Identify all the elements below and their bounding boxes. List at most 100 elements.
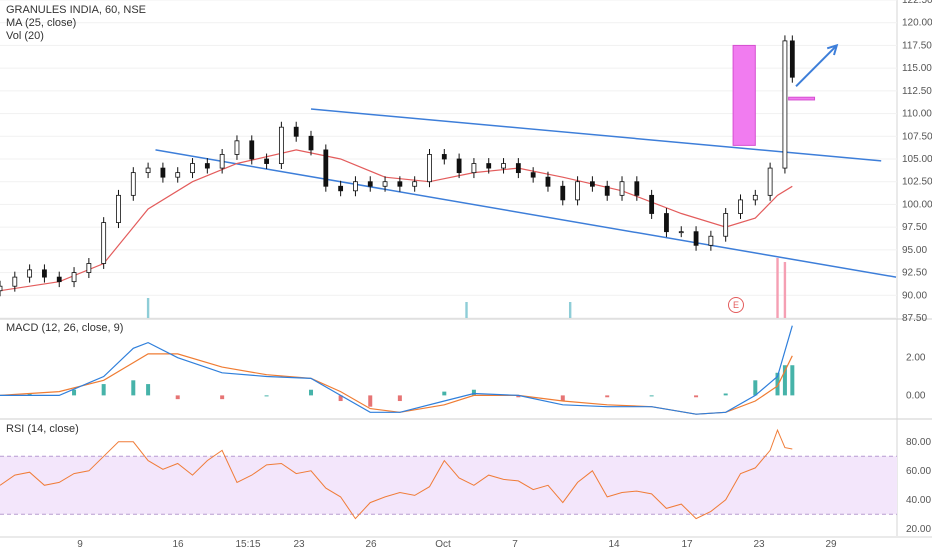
macd-histogram-bar bbox=[649, 395, 654, 397]
candle-body bbox=[116, 194, 121, 223]
candle-body bbox=[530, 172, 536, 178]
volume-bar bbox=[146, 298, 150, 318]
price-tick-label: 107.50 bbox=[902, 131, 932, 142]
macd-histogram-bar bbox=[753, 380, 758, 396]
candle-body bbox=[42, 269, 47, 278]
candle-body bbox=[649, 194, 655, 214]
macd-histogram-bar bbox=[131, 380, 136, 396]
price-tick-label: 95.00 bbox=[902, 245, 927, 256]
price-tick-label: 100.00 bbox=[902, 199, 932, 210]
price-tick-label: 102.50 bbox=[902, 177, 932, 188]
macd-histogram-bar bbox=[723, 393, 728, 396]
time-tick-label: 26 bbox=[365, 539, 377, 550]
macd-histogram-bar bbox=[264, 395, 269, 397]
time-tick-label: 15:15 bbox=[235, 539, 260, 550]
price-tick-label: 110.00 bbox=[902, 109, 932, 120]
candle-body bbox=[56, 276, 62, 283]
macd-histogram-bar bbox=[790, 365, 795, 396]
candle-body bbox=[708, 235, 714, 246]
time-tick-label: 9 bbox=[77, 539, 83, 550]
candle-body bbox=[0, 285, 3, 292]
volume-legend: Vol (20) bbox=[6, 30, 44, 42]
macd-histogram-bar bbox=[220, 395, 225, 400]
price-tick-label: 120.00 bbox=[902, 18, 932, 29]
macd-tick-label: 0.00 bbox=[906, 390, 926, 401]
candle-body bbox=[456, 158, 462, 174]
candle-body bbox=[338, 185, 344, 192]
candle-body bbox=[723, 213, 729, 237]
candle-body bbox=[441, 154, 447, 160]
price-tick-label: 117.50 bbox=[902, 40, 932, 51]
highlight-box bbox=[732, 44, 756, 146]
macd-histogram-bar bbox=[27, 393, 32, 396]
candle-body bbox=[471, 163, 477, 174]
candle-body bbox=[412, 181, 418, 187]
candle-body bbox=[501, 163, 506, 169]
volume-bar bbox=[783, 262, 787, 318]
price-tick-label: 87.50 bbox=[902, 313, 927, 324]
time-tick-label: 29 bbox=[825, 539, 837, 550]
price-tick-label: 105.00 bbox=[902, 154, 932, 165]
candle-body bbox=[101, 222, 107, 264]
candle-body bbox=[190, 163, 195, 174]
macd-histogram-bar bbox=[442, 391, 447, 396]
candle-body bbox=[130, 172, 136, 196]
macd-histogram-bar bbox=[175, 395, 180, 400]
rsi-tick-label: 20.00 bbox=[906, 524, 931, 535]
candle-body bbox=[738, 199, 743, 214]
macd-histogram-bar bbox=[146, 384, 151, 396]
candle-body bbox=[560, 185, 566, 201]
macd-legend: MACD (12, 26, close, 9) bbox=[6, 322, 124, 334]
macd-histogram-bar bbox=[782, 365, 787, 396]
macd-histogram-bar bbox=[397, 395, 402, 402]
candle-body bbox=[427, 154, 432, 183]
macd-histogram-bar bbox=[471, 389, 476, 396]
price-tick-label: 122.50 bbox=[902, 0, 932, 6]
candle-body bbox=[767, 167, 773, 196]
chart-title: GRANULES INDIA, 60, NSE bbox=[6, 4, 146, 16]
price-tick-label: 92.50 bbox=[902, 268, 927, 279]
rsi-tick-label: 60.00 bbox=[906, 466, 931, 477]
candle-body bbox=[782, 40, 788, 169]
candle-body bbox=[86, 263, 92, 273]
candle-body bbox=[789, 40, 795, 78]
candle-body bbox=[634, 181, 640, 196]
candle-body bbox=[27, 269, 33, 278]
macd-histogram-bar bbox=[101, 384, 106, 396]
candle-body bbox=[382, 181, 388, 187]
macd-histogram-bar bbox=[775, 372, 780, 396]
candle-body bbox=[545, 176, 551, 187]
lower-trendline bbox=[155, 149, 897, 278]
time-tick-label: 23 bbox=[753, 539, 765, 550]
candle-body bbox=[308, 135, 314, 151]
candle-body bbox=[752, 194, 758, 201]
candle-body bbox=[604, 185, 610, 196]
macd-histogram-bar bbox=[694, 395, 699, 398]
upper-trendline bbox=[310, 108, 882, 162]
candle-body bbox=[234, 140, 240, 155]
macd-histogram-bar bbox=[560, 395, 565, 402]
candle-body bbox=[486, 163, 492, 169]
candle-body bbox=[397, 181, 403, 187]
volume-bar bbox=[465, 302, 468, 318]
earnings-marker[interactable]: E bbox=[728, 297, 744, 313]
candle-body bbox=[204, 163, 210, 169]
rsi-tick-label: 80.00 bbox=[906, 437, 931, 448]
time-tick-label: 14 bbox=[608, 539, 620, 550]
candle-body bbox=[367, 181, 373, 187]
projection-arrow bbox=[795, 44, 838, 88]
macd-signal-line bbox=[0, 353, 793, 415]
macd-tick-label: 2.00 bbox=[906, 353, 926, 364]
candle-body bbox=[249, 140, 255, 160]
candle-body bbox=[293, 126, 299, 137]
time-tick-label: Oct bbox=[435, 539, 451, 550]
price-tick-label: 115.00 bbox=[902, 63, 932, 74]
candle-body bbox=[264, 158, 269, 164]
time-tick-label: 23 bbox=[293, 539, 305, 550]
rsi-legend: RSI (14, close) bbox=[6, 423, 79, 435]
rsi-tick-label: 40.00 bbox=[906, 495, 931, 506]
projection-arrow-head bbox=[826, 43, 839, 56]
candle-body bbox=[515, 163, 521, 174]
candle-body bbox=[575, 181, 580, 201]
